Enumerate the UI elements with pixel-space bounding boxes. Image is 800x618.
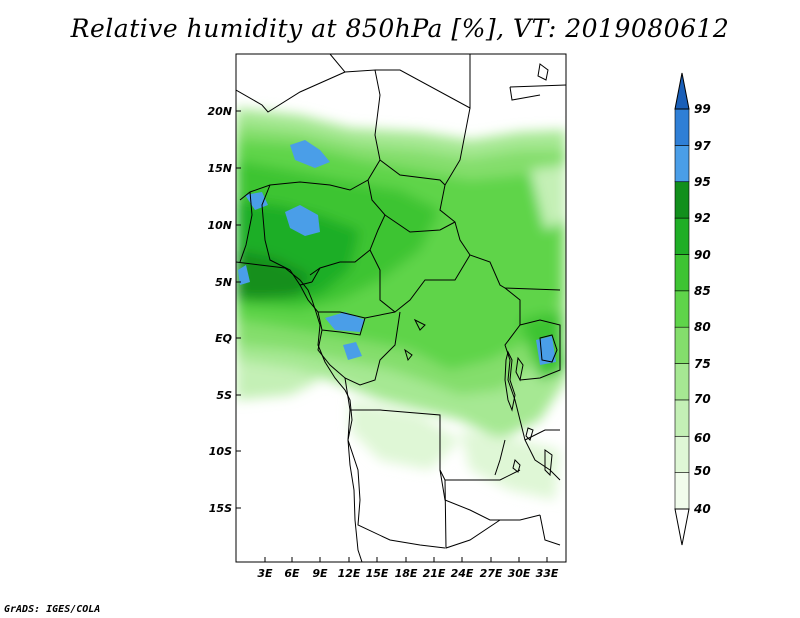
humidity-field — [236, 54, 566, 562]
lat-label: 5S — [216, 389, 232, 402]
map-frame — [235, 53, 567, 563]
colorbar-label: 75 — [694, 357, 711, 371]
colorbar-segment — [674, 399, 690, 437]
colorbar-label: 92 — [694, 211, 711, 225]
colorbar-label: 85 — [694, 284, 711, 298]
lon-axis: 3E 6E 9E 12E 15E 18E 21E 24E 27E 30E 33E — [257, 557, 559, 580]
colorbar: 40 50 60 70 75 80 85 90 92 95 97 99 — [674, 72, 711, 546]
lat-label: 20N — [207, 105, 232, 118]
colorbar-label: 40 — [693, 502, 711, 516]
country-borders — [236, 54, 566, 549]
colorbar-label: 60 — [694, 431, 711, 445]
colorbar-segment — [674, 290, 690, 328]
lon-label: 9E — [312, 567, 328, 580]
lat-axis: 20N 15N 10N 5N EQ 5S 10S 15S — [207, 105, 241, 515]
colorbar-segment — [674, 363, 690, 401]
colorbar-label: 80 — [694, 320, 711, 334]
lon-label: 15E — [366, 567, 389, 580]
lon-label: 27E — [480, 567, 503, 580]
lat-label: EQ — [215, 332, 232, 345]
colorbar-segment — [674, 435, 690, 473]
lon-label: 30E — [508, 567, 531, 580]
lon-label: 6E — [284, 567, 300, 580]
lon-label: 21E — [423, 567, 446, 580]
lat-label: 10S — [209, 445, 232, 458]
coastline — [236, 261, 363, 562]
lon-label: 33E — [536, 567, 559, 580]
colorbar-label: 50 — [694, 464, 711, 478]
lon-label: 24E — [451, 567, 474, 580]
map-title: Relative humidity at 850hPa [%], VT: 201… — [70, 14, 730, 43]
colorbar-bottom-arrow — [674, 508, 690, 546]
colorbar-label: 90 — [694, 248, 711, 262]
colorbar-top-arrow — [674, 72, 690, 110]
colorbar-segment — [674, 326, 690, 364]
lon-label: 3E — [257, 567, 273, 580]
footer-credit: GrADS: IGES/COLA — [4, 604, 101, 615]
lat-label: 15S — [209, 502, 232, 515]
colorbar-segment — [674, 254, 690, 292]
colorbar-segment — [674, 145, 690, 183]
colorbar-segment — [674, 181, 690, 219]
lat-label: 15N — [207, 162, 232, 175]
lon-label: 18E — [395, 567, 418, 580]
colorbar-segment — [674, 217, 690, 255]
colorbar-label: 70 — [694, 392, 711, 406]
colorbar-segment — [674, 472, 690, 510]
lon-label: 12E — [338, 567, 361, 580]
lat-label: 10N — [207, 219, 232, 232]
colorbar-label: 99 — [694, 102, 711, 116]
lat-label: 5N — [215, 276, 232, 289]
colorbar-label: 95 — [694, 175, 711, 189]
colorbar-label: 97 — [694, 139, 711, 153]
colorbar-segment — [674, 108, 690, 146]
lakes — [404, 63, 558, 477]
